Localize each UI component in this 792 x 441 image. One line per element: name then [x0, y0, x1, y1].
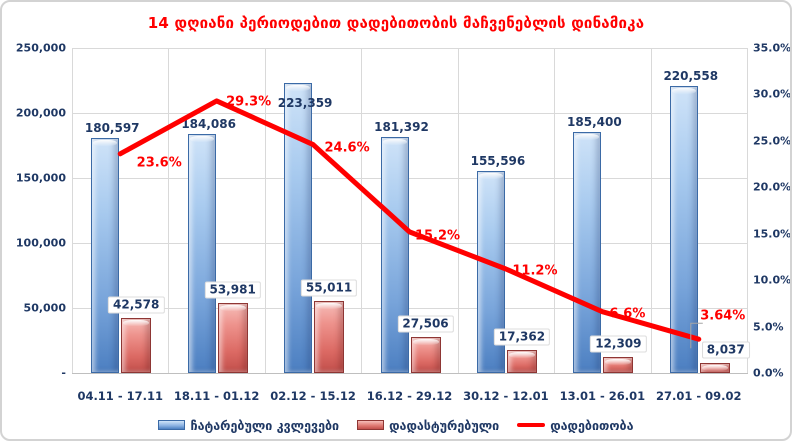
tests-bar [573, 131, 602, 373]
confirmed-bar [699, 362, 730, 373]
confirmed-bar [603, 356, 634, 373]
bar-top-highlight [412, 339, 439, 346]
tests-bar [187, 133, 216, 373]
bar-top-highlight [93, 140, 118, 147]
confirmed-bar [314, 301, 345, 373]
confirmed-value-label: 17,362 [493, 328, 551, 346]
vertical-gridline [650, 48, 652, 373]
bar-top-highlight [701, 364, 728, 371]
confirmed-value-label: 27,506 [397, 315, 454, 333]
legend-swatch-confirmed-bar [357, 420, 385, 430]
positivity-line [117, 98, 702, 342]
vertical-gridline [457, 48, 459, 373]
bar-top-highlight [605, 358, 632, 365]
confirmed-value-label: 12,309 [590, 335, 647, 353]
legend: ჩატარებული კვლევები დადასტურებული დადები… [2, 412, 790, 438]
tests-value-label: 220,558 [663, 69, 719, 84]
legend-item-positivity: დადებითობა [517, 417, 634, 433]
bar-top-highlight [508, 352, 535, 359]
confirmed-bar [121, 317, 152, 373]
horizontal-gridline [72, 178, 747, 179]
chart-title: 14 დღიანი პერიოდებით დადებითობის მაჩვენე… [147, 14, 645, 32]
tests-value-label: 185,400 [567, 114, 622, 129]
bar-top-highlight [316, 303, 343, 310]
legend-item-tests: ჩატარებული კვლევები [158, 418, 339, 433]
bar-top-highlight [575, 133, 600, 140]
confirmed-bar [506, 350, 537, 373]
confirmed-bar [217, 302, 248, 373]
right-axis-tick-label: 25.0% [753, 134, 792, 148]
horizontal-gridline [72, 308, 747, 309]
tests-bar [380, 137, 409, 373]
left-axis-tick-label: 100,000 [15, 236, 66, 250]
horizontal-gridline [72, 48, 747, 49]
positivity-value-label: 15.2% [414, 228, 461, 244]
vertical-gridline [264, 48, 266, 373]
x-axis-category-label: 16.12 - 29.12 [366, 389, 453, 403]
legend-swatch-tests-bar [158, 420, 186, 430]
positivity-value-label: 11.2% [512, 263, 558, 279]
bar-top-highlight [286, 84, 311, 91]
tests-value-label: 184,086 [181, 116, 236, 131]
vertical-gridline [361, 48, 363, 373]
right-axis-tick-label: 30.0% [753, 87, 792, 101]
bar-top-highlight [189, 135, 214, 142]
x-axis-category-label: 13.01 - 26.01 [559, 389, 646, 403]
x-axis-category-label: 30.12 - 12.01 [463, 389, 549, 403]
confirmed-value-label: 42,578 [108, 296, 165, 314]
x-axis-category-label: 18.11 - 01.12 [173, 389, 260, 403]
right-axis-tick-label: 15.0% [753, 227, 792, 241]
left-axis-tick-label: 150,000 [15, 171, 66, 185]
confirmed-bar [410, 337, 441, 373]
vertical-gridline [554, 48, 556, 373]
bar-top-highlight [478, 172, 503, 179]
legend-label-tests: ჩატარებული კვლევები [190, 417, 340, 433]
tests-value-label: 180,597 [84, 121, 140, 136]
right-axis-tick-label: 20.0% [753, 180, 792, 194]
right-axis-tick-label: 35.0% [753, 41, 792, 55]
bar-top-highlight [382, 139, 407, 146]
bar-top-highlight [671, 88, 696, 95]
legend-label-confirmed: დადასტურებული [389, 417, 500, 433]
vertical-gridline [168, 48, 170, 373]
last-point-leader-line [690, 322, 703, 349]
x-axis-category-label: 04.11 - 17.11 [77, 389, 163, 403]
tests-value-label: 223,359 [277, 95, 333, 110]
confirmed-value-label: 55,011 [300, 279, 358, 297]
x-axis-category-label: 02.12 - 15.12 [270, 389, 356, 403]
legend-item-confirmed: დადასტურებული [357, 418, 499, 433]
tests-bar [91, 138, 120, 373]
legend-label-positivity: დადებითობა [550, 417, 634, 433]
right-axis-tick-label: 10.0% [753, 273, 792, 287]
confirmed-value-label: 8,037 [701, 341, 750, 359]
positivity-value-label: 29.3% [226, 94, 272, 110]
bar-top-highlight [123, 319, 150, 326]
right-axis-tick-label: 5.0% [753, 320, 784, 334]
positivity-value-label: 23.6% [136, 155, 182, 171]
x-axis-category-label: 27.01 - 09.02 [656, 389, 742, 403]
vertical-gridline [747, 48, 748, 373]
positivity-value-label: 6.6% [609, 306, 646, 322]
tests-value-label: 155,596 [470, 153, 526, 168]
bar-top-highlight [219, 304, 246, 311]
horizontal-gridline [72, 113, 747, 114]
confirmed-value-label: 53,981 [204, 281, 261, 299]
left-axis-tick-label: 250,000 [15, 41, 66, 55]
legend-swatch-positivity-line [517, 423, 546, 427]
left-axis-tick-label: - [61, 366, 66, 380]
x-axis-line [72, 373, 748, 374]
left-axis-tick-label: 200,000 [15, 106, 66, 120]
positivity-value-label: 3.64% [700, 308, 746, 324]
tests-bar [669, 86, 698, 373]
vertical-gridline [72, 48, 73, 373]
positivity-value-label: 24.6% [324, 140, 370, 156]
left-axis-tick-label: 50,000 [23, 301, 66, 315]
right-axis-tick-label: 0.0% [753, 366, 784, 380]
horizontal-gridline [72, 243, 747, 244]
tests-value-label: 181,392 [374, 120, 429, 135]
